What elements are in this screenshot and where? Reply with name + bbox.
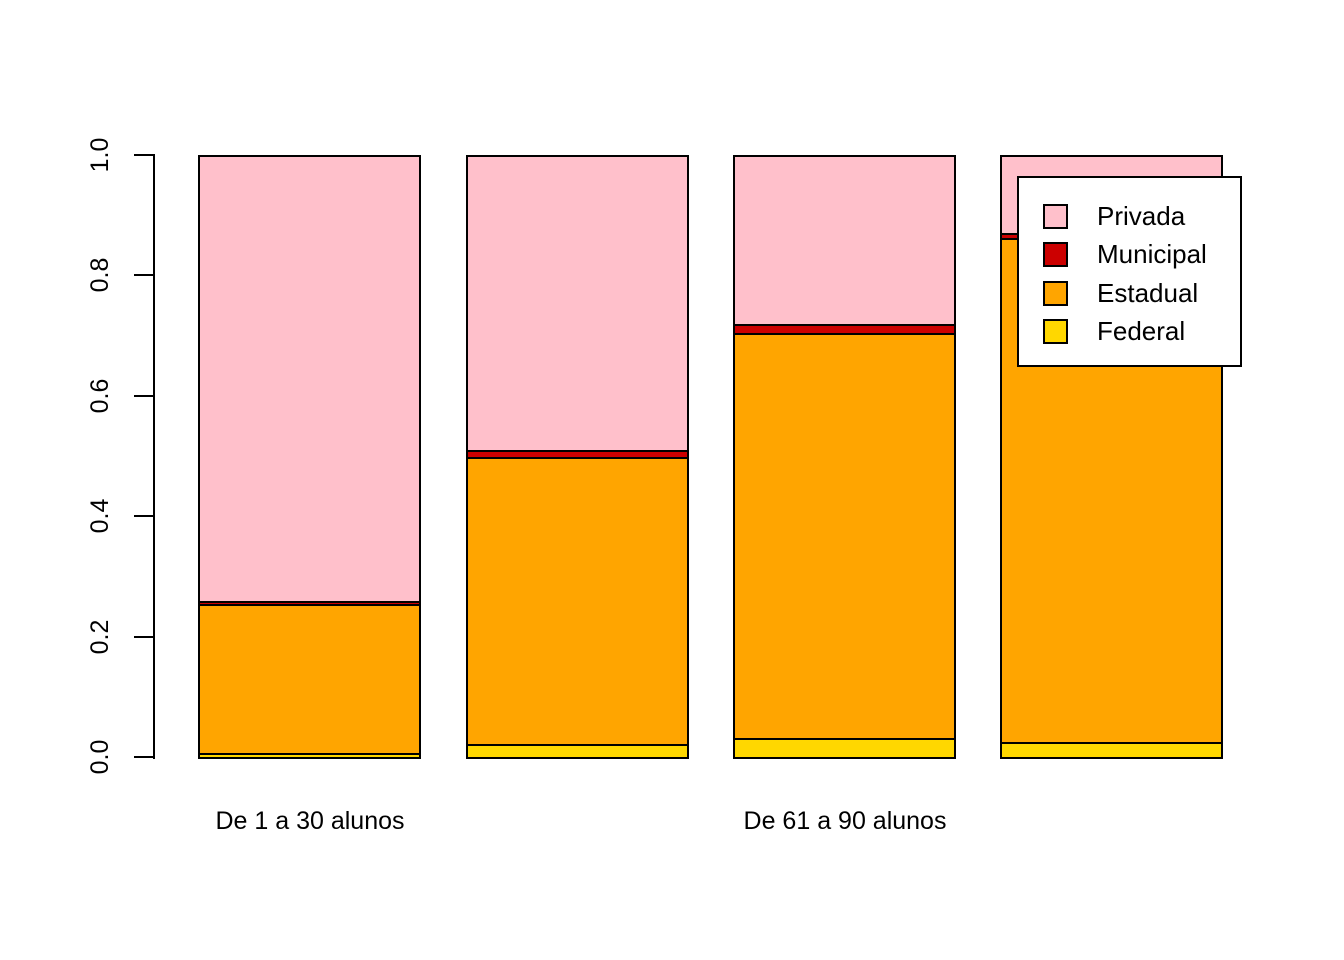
bar-outline-3 xyxy=(733,155,956,759)
bar-segment-privada-2 xyxy=(466,155,689,450)
bar-segment-privada-3 xyxy=(733,155,956,324)
y-tick-1.0 xyxy=(134,154,154,156)
legend-box: Privada Municipal Estadual Federal xyxy=(1017,176,1242,367)
bar-segment-municipal-2 xyxy=(466,450,689,457)
x-tick-label-group-1: De 1 a 30 alunos xyxy=(215,807,405,835)
legend-label-federal: Federal xyxy=(1097,316,1186,347)
legend-swatch-estadual-icon xyxy=(1043,280,1068,306)
legend-row-federal: Federal xyxy=(1019,313,1240,352)
legend-row-municipal: Municipal xyxy=(1019,236,1240,275)
legend-swatch-privada-icon xyxy=(1043,203,1068,229)
y-tick-label-0.0: 0.0 xyxy=(85,739,114,775)
y-tick-label-0.4: 0.4 xyxy=(85,498,114,534)
bar-segment-privada-1 xyxy=(198,155,421,601)
legend-label-municipal: Municipal xyxy=(1097,239,1207,270)
y-tick-0.8 xyxy=(134,274,154,276)
bar-segment-federal-3 xyxy=(733,738,956,757)
y-tick-0.6 xyxy=(134,395,154,397)
legend-row-privada: Privada xyxy=(1019,197,1240,236)
x-tick-label-group-3: De 61 a 90 alunos xyxy=(743,807,947,835)
bar-segment-municipal-3 xyxy=(733,324,956,333)
bar-outline-2 xyxy=(466,155,689,759)
legend-swatch-municipal-icon xyxy=(1043,242,1068,268)
y-tick-label-0.2: 0.2 xyxy=(85,619,114,655)
legend-label-estadual: Estadual xyxy=(1097,277,1199,308)
legend-swatch-federal-icon xyxy=(1043,319,1068,345)
y-axis-line xyxy=(153,154,155,759)
y-tick-label-1.0: 1.0 xyxy=(85,137,114,173)
legend-row-estadual: Estadual xyxy=(1019,274,1240,313)
bar-segment-estadual-1 xyxy=(198,604,421,753)
bar-outline-1 xyxy=(198,155,421,759)
y-tick-label-0.8: 0.8 xyxy=(85,257,114,293)
bar-segment-federal-4 xyxy=(1000,742,1223,757)
y-tick-0.4 xyxy=(134,515,154,517)
bar-segment-estadual-2 xyxy=(466,457,689,744)
bar-segment-estadual-3 xyxy=(733,333,956,738)
y-tick-0.2 xyxy=(134,636,154,638)
bar-segment-federal-2 xyxy=(466,744,689,757)
legend-label-privada: Privada xyxy=(1097,200,1186,231)
bar-outline-4 xyxy=(1000,155,1223,759)
y-tick-label-0.6: 0.6 xyxy=(85,378,114,414)
y-tick-0.0 xyxy=(134,756,154,758)
bar-segment-federal-1 xyxy=(198,753,421,757)
bar-segment-municipal-1 xyxy=(198,601,421,604)
